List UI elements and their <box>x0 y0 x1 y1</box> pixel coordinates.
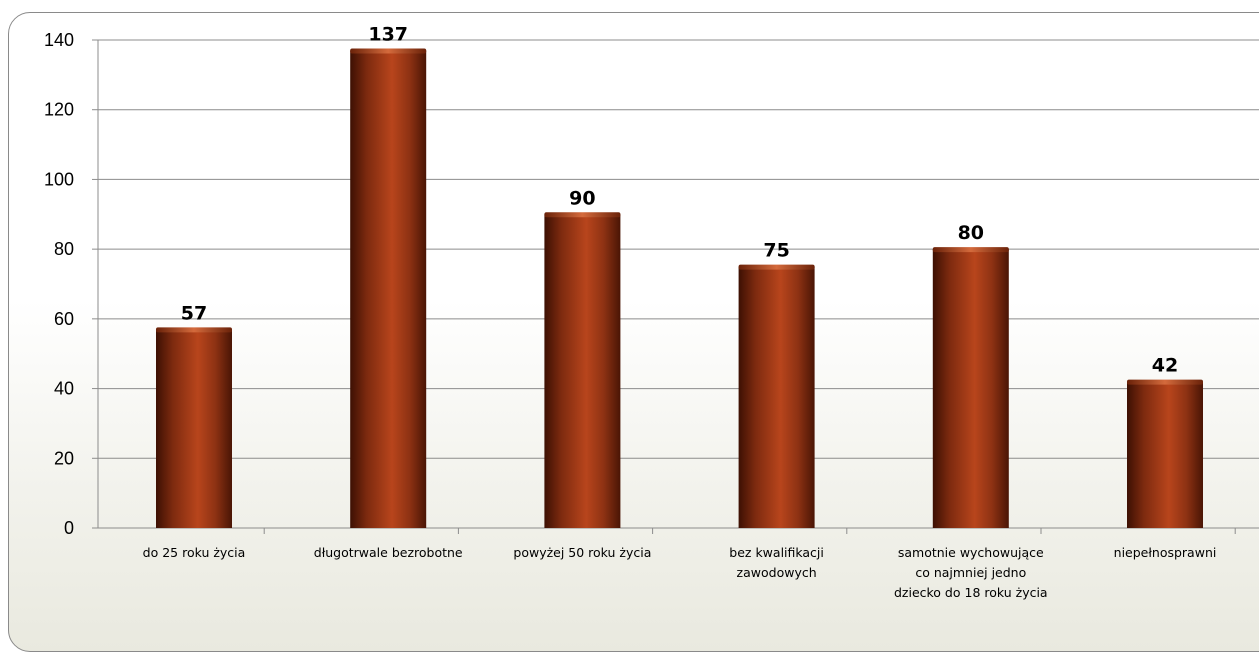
data-label: 42 <box>1152 355 1178 377</box>
bar-cap <box>932 247 1009 253</box>
bar-cap <box>738 264 815 270</box>
labels: 0 20 40 60 80 100 120 140 57 do 25 roku życia 137 d… <box>44 23 1216 600</box>
bar-cap <box>350 48 427 54</box>
bar <box>350 50 427 528</box>
y-tick-label: 40 <box>54 379 74 399</box>
y-tick-label: 100 <box>44 169 74 189</box>
y-tick-label: 0 <box>64 518 74 538</box>
data-label: 75 <box>763 240 789 262</box>
category-label: niepełnosprawni <box>1114 545 1217 560</box>
category-label: bez kwalifikacji <box>729 545 824 560</box>
bar <box>738 266 815 528</box>
category-label: co najmniej jedno <box>915 565 1026 580</box>
category-label: do 25 roku życia <box>143 545 246 560</box>
category-label: samotnie wychowujące <box>898 545 1044 560</box>
data-label: 57 <box>181 302 207 324</box>
y-tick-label: 140 <box>44 30 74 50</box>
data-label: 80 <box>958 222 984 244</box>
bar <box>156 329 232 528</box>
category-label: dziecko do 18 roku życia <box>894 585 1048 600</box>
y-tick-label: 120 <box>44 100 74 120</box>
y-tick-label: 60 <box>54 309 74 329</box>
y-tick-label: 20 <box>54 448 74 468</box>
data-label: 137 <box>368 23 408 45</box>
bar-cap <box>156 327 232 333</box>
bar <box>544 214 621 529</box>
bar-cap <box>1127 379 1203 385</box>
category-label: zawodowych <box>737 565 817 580</box>
data-label: 90 <box>569 187 595 209</box>
bar <box>932 249 1009 528</box>
category-label: długotrwale bezrobotne <box>314 545 463 560</box>
y-tick-label: 80 <box>54 239 74 259</box>
bars <box>156 48 1203 529</box>
category-label: powyżej 50 roku życia <box>513 545 651 560</box>
gridlines <box>98 39 1259 459</box>
bar-cap <box>544 212 621 218</box>
axes <box>92 39 1259 534</box>
bar <box>1127 381 1203 528</box>
